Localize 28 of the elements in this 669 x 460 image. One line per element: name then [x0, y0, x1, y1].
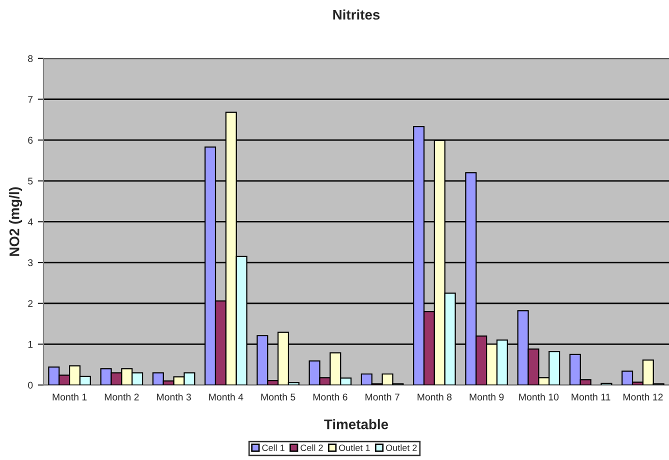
- y-tick-label: 0: [28, 382, 33, 389]
- x-tick-label: Month 8: [418, 393, 452, 400]
- x-tick-label: Month 1: [52, 393, 87, 400]
- y-tick-label: 2: [28, 300, 33, 307]
- x-tick-label: Month 9: [470, 393, 504, 400]
- y-tick-label: 3: [28, 259, 33, 266]
- x-tick-label: Month 2: [104, 393, 139, 400]
- y-tick-label: 8: [28, 55, 33, 62]
- legend-label: Cell 2: [300, 444, 323, 451]
- x-tick-label: Month 12: [623, 393, 663, 400]
- x-tick-label: Month 4: [209, 393, 244, 400]
- y-tick-label: 7: [28, 96, 33, 103]
- x-tick-label: Month 3: [157, 393, 191, 400]
- x-tick-label: Month 11: [572, 393, 610, 400]
- chart-title: Nitrites: [333, 9, 380, 20]
- y-tick-label: 5: [28, 178, 33, 185]
- x-axis-title: Timetable: [324, 419, 388, 430]
- legend-label: Outlet 2: [386, 444, 417, 451]
- y-tick-label: 6: [28, 136, 33, 144]
- x-tick-label: Month 10: [519, 393, 559, 400]
- y-tick-label: 4: [28, 218, 33, 226]
- x-tick-label: Month 5: [261, 393, 296, 400]
- legend-label: Outlet 1: [339, 444, 370, 451]
- x-tick-label: Month 7: [366, 393, 400, 400]
- y-tick-label: 1: [28, 341, 33, 348]
- legend-label: Cell 1: [262, 444, 284, 451]
- y-axis-title: NO2 (mg/l): [9, 187, 22, 256]
- x-tick-label: Month 6: [313, 393, 348, 400]
